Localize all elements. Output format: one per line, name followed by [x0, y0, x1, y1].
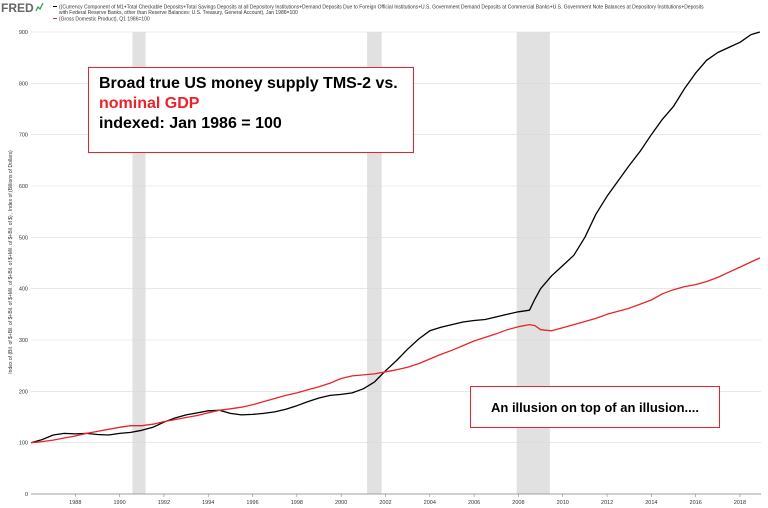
x-tick-label: 2016: [690, 500, 702, 506]
x-tick-label: 1992: [158, 500, 170, 506]
callout-line-3: indexed: Jan 1986 = 100: [99, 115, 282, 132]
x-tick-label: 1994: [202, 500, 214, 506]
chart-legend: ((Currency Component of M1+Total Checkab…: [53, 5, 704, 23]
y-tick-label: 700: [19, 133, 28, 139]
y-tick-label: 0: [25, 492, 28, 498]
x-tick-label: 2012: [601, 500, 613, 506]
illusion-callout: An illusion on top of an illusion....: [470, 386, 720, 428]
callout-line-2: nominal GDP: [99, 95, 200, 112]
x-tick-label: 2004: [424, 500, 436, 506]
legend-label-money-supply-line-2: with Federal Reserve Banks, other than R…: [59, 10, 298, 16]
x-tick-label: 1988: [69, 500, 81, 506]
x-tick-label: 2010: [557, 500, 569, 506]
x-tick-label: 2006: [468, 500, 480, 506]
x-tick-label: 2008: [512, 500, 524, 506]
fred-logo-text: FRED: [1, 1, 34, 15]
legend-label-gdp: (Gross Domestic Product), Q1 1986=100: [59, 17, 150, 23]
x-tick-label: 1996: [246, 500, 258, 506]
x-tick-label: 2000: [335, 500, 347, 506]
x-tick-label: 2014: [645, 500, 657, 506]
x-tick-label: 1998: [291, 500, 303, 506]
y-tick-label: 200: [19, 389, 28, 395]
y-tick-label: 600: [19, 184, 28, 190]
y-tick-label: 900: [19, 30, 28, 36]
axes: 0 100 200 300 400 500 600 700 800 900 1988 1990 1992…: [19, 30, 761, 506]
y-tick-label: 400: [19, 287, 28, 293]
y-tick-label: 500: [19, 235, 28, 241]
y-tick-label: 300: [19, 338, 28, 344]
legend-label-money-supply-line-1: ((Currency Component of M1+Total Checkab…: [59, 5, 704, 11]
fred-logo-chart-icon: [35, 2, 44, 12]
series-lines: [30, 31, 761, 444]
y-tick-label: 800: [19, 81, 28, 87]
title-callout: Broad true US money supply TMS-2 vs. nom…: [88, 67, 414, 153]
y-axis-label: Index of (Bil. of $+Bil. of $+Bil. of $+…: [8, 150, 14, 374]
series-line-money-supply: [30, 31, 761, 444]
x-tick-label: 2018: [734, 500, 746, 506]
x-tick-label: 1990: [113, 500, 125, 506]
callout-line-1: Broad true US money supply TMS-2 vs.: [99, 75, 398, 92]
series-line-gdp: [30, 257, 761, 444]
y-tick-label: 100: [19, 441, 28, 447]
illusion-callout-text: An illusion on top of an illusion....: [491, 399, 699, 415]
fred-logo: FRED: [1, 1, 44, 15]
x-tick-label: 2002: [379, 500, 391, 506]
